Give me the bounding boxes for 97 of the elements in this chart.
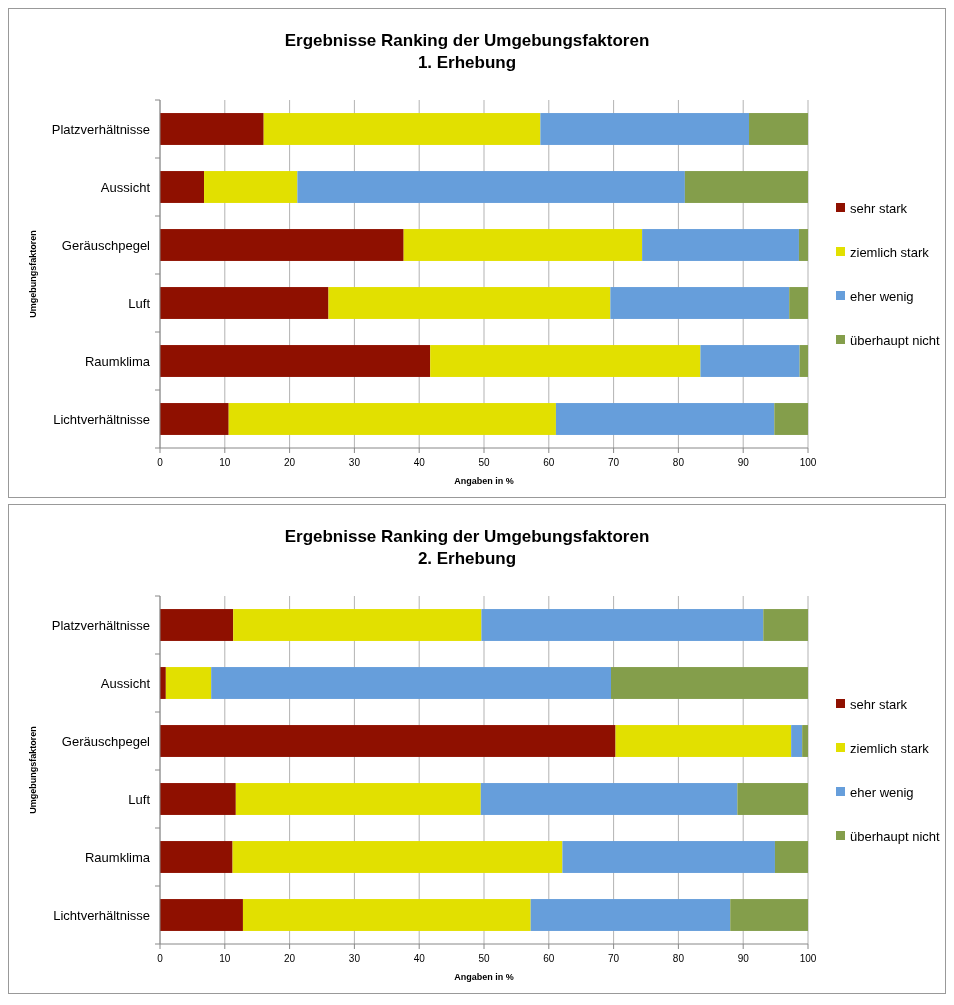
bar	[774, 841, 808, 873]
x-tick-label: 20	[284, 457, 296, 468]
x-axis-title: Angaben in %	[454, 476, 514, 486]
bar	[160, 287, 329, 319]
bar	[530, 899, 731, 931]
bar	[403, 229, 643, 261]
bar	[160, 783, 236, 815]
bar	[700, 345, 800, 377]
y-tick-label: Geräuschpegel	[61, 237, 151, 253]
y-tick-label: Luft	[128, 295, 151, 311]
x-tick-label: 20	[284, 953, 296, 964]
chart-title: Ergebnisse Ranking der Umgebungsfaktoren	[284, 527, 650, 546]
chart-subtitle: 1. Erhebung	[417, 53, 517, 72]
y-tick-label: Platzverhältnisse	[51, 121, 150, 137]
bar	[232, 841, 563, 873]
bar	[160, 899, 243, 931]
legend-label: eher wenig	[850, 288, 914, 304]
bar	[763, 609, 808, 641]
legend-label: überhaupt nicht	[850, 332, 941, 348]
x-tick-label: 30	[348, 457, 361, 468]
bar	[263, 113, 541, 145]
x-tick-label: 0	[157, 953, 164, 964]
bar	[799, 345, 808, 377]
x-tick-label: 90	[737, 457, 750, 468]
bar	[555, 403, 775, 435]
bar	[802, 725, 808, 757]
bar	[242, 899, 531, 931]
x-tick-label: 40	[413, 953, 426, 964]
y-axis-title: Umgebungsfaktoren	[28, 230, 38, 318]
bar	[165, 667, 212, 699]
x-tick-label: 80	[672, 953, 685, 964]
y-tick-label: Aussicht	[100, 179, 151, 195]
bar	[328, 287, 611, 319]
y-tick-label: Raumklima	[84, 849, 151, 865]
bar	[430, 345, 701, 377]
x-tick-label: 60	[543, 457, 555, 468]
bar	[791, 725, 803, 757]
x-tick-label: 40	[413, 457, 426, 468]
bar	[228, 403, 556, 435]
bar	[611, 667, 808, 699]
bar	[481, 609, 764, 641]
bar	[297, 171, 685, 203]
legend-label: ziemlich stark	[850, 244, 930, 260]
chart-subtitle: 2. Erhebung	[417, 549, 517, 568]
x-tick-label: 10	[219, 457, 231, 468]
x-axis-title: Angaben in %	[454, 972, 514, 982]
bar	[211, 667, 612, 699]
x-tick-label: 80	[672, 457, 685, 468]
bar	[642, 229, 799, 261]
bar	[204, 171, 298, 203]
y-axis-title: Umgebungsfaktoren	[28, 726, 38, 814]
x-tick-label: 70	[608, 457, 620, 468]
bar	[789, 287, 808, 319]
bar	[798, 229, 808, 261]
y-tick-label: Geräuschpegel	[61, 733, 151, 749]
bar	[615, 725, 792, 757]
legend-label: sehr stark	[850, 696, 908, 712]
x-tick-label: 50	[478, 953, 490, 964]
bar	[160, 229, 404, 261]
bar	[480, 783, 738, 815]
x-tick-label: 0	[157, 457, 164, 468]
bar	[235, 783, 481, 815]
legend-label: eher wenig	[850, 784, 914, 800]
bar	[160, 113, 264, 145]
y-tick-label: Platzverhältnisse	[51, 617, 150, 633]
legend-label: sehr stark	[850, 200, 908, 216]
x-tick-label: 100	[799, 457, 817, 468]
bar	[160, 841, 233, 873]
y-tick-label: Lichtverhältnisse	[53, 411, 150, 427]
bar	[540, 113, 750, 145]
bar	[562, 841, 775, 873]
y-tick-label: Luft	[128, 791, 151, 807]
bar	[737, 783, 808, 815]
y-tick-label: Raumklima	[84, 353, 151, 369]
bar	[610, 287, 790, 319]
bar	[160, 609, 234, 641]
x-tick-label: 30	[348, 953, 361, 964]
legend-label: ziemlich stark	[850, 740, 930, 756]
chart-title: Ergebnisse Ranking der Umgebungsfaktoren	[284, 31, 650, 50]
bar	[774, 403, 808, 435]
legend-label: überhaupt nicht	[850, 828, 941, 844]
y-tick-label: Lichtverhältnisse	[53, 907, 150, 923]
bar	[160, 345, 431, 377]
x-tick-label: 60	[543, 953, 555, 964]
x-tick-label: 100	[799, 953, 817, 964]
bar	[160, 403, 229, 435]
x-tick-label: 70	[608, 953, 620, 964]
x-tick-label: 10	[219, 953, 231, 964]
bar	[160, 171, 205, 203]
x-tick-label: 90	[737, 953, 750, 964]
bar	[684, 171, 808, 203]
y-tick-label: Aussicht	[100, 675, 151, 691]
x-tick-label: 50	[478, 457, 490, 468]
bar	[233, 609, 482, 641]
bar	[160, 725, 616, 757]
bar	[749, 113, 808, 145]
bar	[730, 899, 808, 931]
